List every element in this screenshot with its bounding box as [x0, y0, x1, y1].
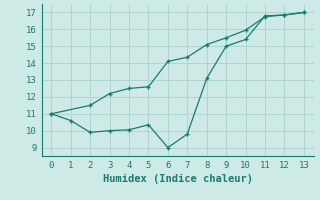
X-axis label: Humidex (Indice chaleur): Humidex (Indice chaleur) — [103, 174, 252, 184]
